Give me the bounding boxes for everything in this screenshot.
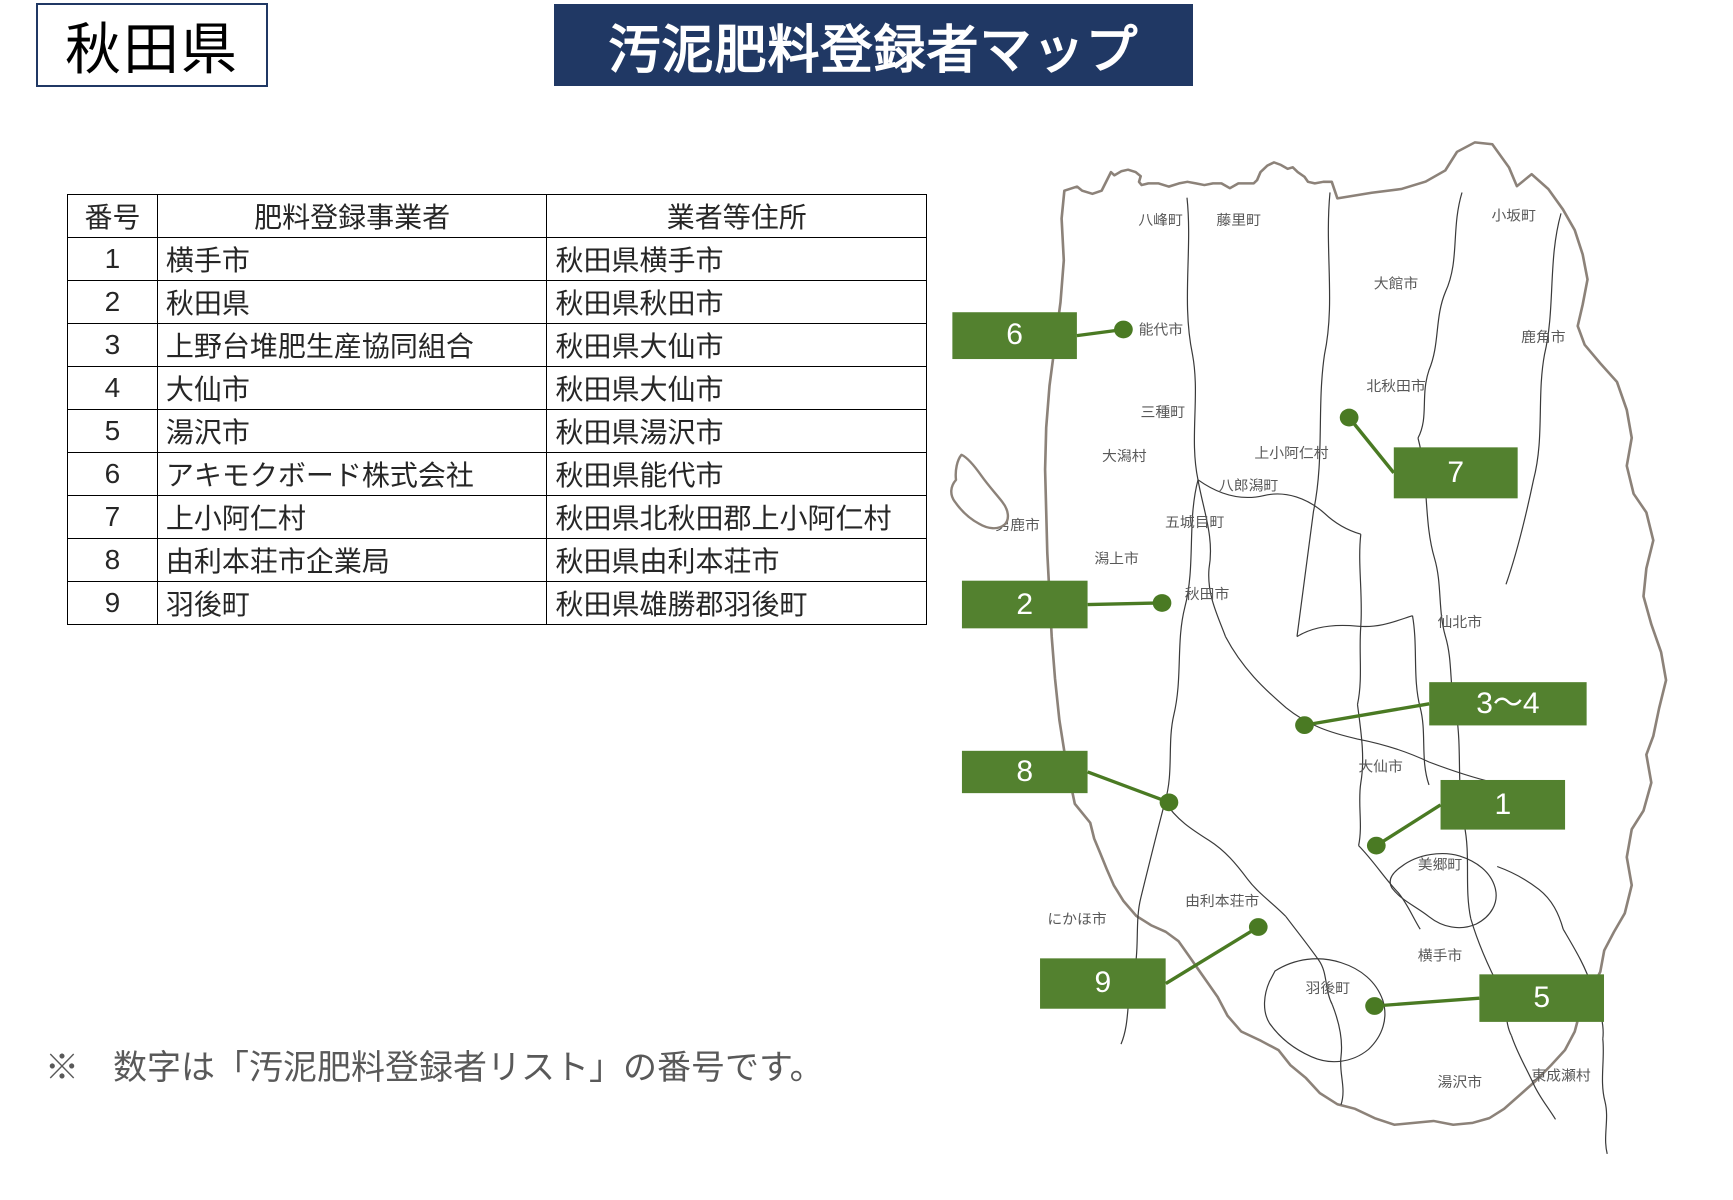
svg-text:上小阿仁村: 上小阿仁村 — [1254, 445, 1328, 462]
svg-text:藤里町: 藤里町 — [1216, 212, 1261, 229]
svg-text:秋田市: 秋田市 — [1185, 586, 1230, 603]
svg-text:潟上市: 潟上市 — [1094, 551, 1139, 568]
svg-text:にかほ市: にかほ市 — [1047, 911, 1106, 928]
svg-text:大館市: 大館市 — [1374, 276, 1419, 293]
svg-text:横手市: 横手市 — [1418, 948, 1463, 965]
svg-text:羽後町: 羽後町 — [1306, 980, 1351, 997]
svg-text:小坂町: 小坂町 — [1491, 208, 1536, 225]
svg-text:八峰町: 八峰町 — [1138, 212, 1183, 229]
svg-text:大潟村: 大潟村 — [1102, 448, 1147, 465]
svg-text:由利本荘市: 由利本荘市 — [1185, 894, 1259, 911]
svg-text:美郷町: 美郷町 — [1418, 857, 1463, 874]
svg-text:仙北市: 仙北市 — [1438, 615, 1483, 632]
svg-text:三種町: 三種町 — [1141, 404, 1186, 421]
svg-text:大仙市: 大仙市 — [1358, 759, 1403, 776]
svg-text:東成瀬村: 東成瀬村 — [1531, 1068, 1590, 1085]
svg-text:北秋田市: 北秋田市 — [1366, 378, 1425, 395]
svg-text:五城目町: 五城目町 — [1165, 514, 1224, 531]
svg-text:八郎潟町: 八郎潟町 — [1219, 478, 1278, 495]
svg-text:湯沢市: 湯沢市 — [1438, 1074, 1483, 1091]
svg-text:能代市: 能代市 — [1139, 322, 1184, 339]
svg-text:鹿角市: 鹿角市 — [1521, 329, 1566, 346]
